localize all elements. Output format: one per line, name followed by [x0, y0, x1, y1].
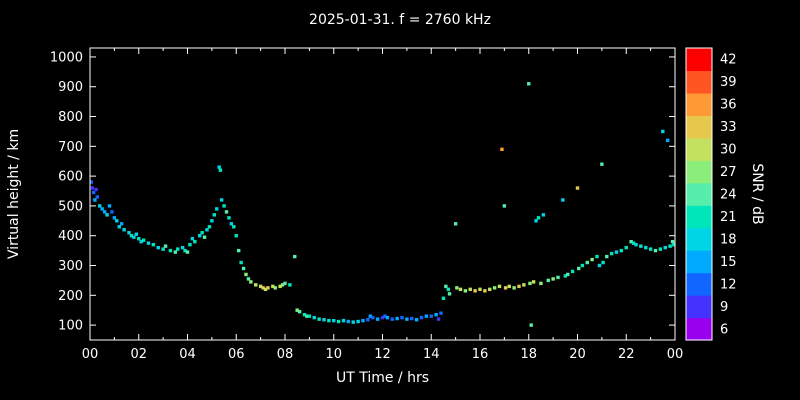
svg-text:20: 20: [569, 347, 586, 362]
svg-text:700: 700: [58, 140, 83, 155]
svg-text:600: 600: [58, 170, 83, 185]
svg-text:400: 400: [58, 229, 83, 244]
svg-text:30: 30: [720, 143, 737, 158]
svg-text:06: 06: [228, 347, 245, 362]
svg-text:900: 900: [58, 80, 83, 95]
svg-text:21: 21: [720, 210, 737, 225]
svg-text:10: 10: [325, 347, 342, 362]
chart-title: 2025-01-31. f = 2760 kHz: [309, 12, 491, 28]
svg-text:500: 500: [58, 199, 83, 214]
svg-text:08: 08: [277, 347, 294, 362]
x-axis-label: UT Time / hrs: [335, 370, 430, 386]
svg-text:12: 12: [720, 277, 737, 292]
svg-text:100: 100: [58, 319, 83, 334]
svg-text:39: 39: [720, 75, 737, 90]
svg-text:200: 200: [58, 289, 83, 304]
svg-text:42: 42: [720, 53, 737, 68]
svg-text:00: 00: [82, 347, 99, 362]
svg-text:00: 00: [667, 347, 684, 362]
svg-text:14: 14: [423, 347, 440, 362]
svg-text:9: 9: [720, 300, 728, 315]
svg-text:18: 18: [720, 232, 737, 247]
svg-text:33: 33: [720, 120, 737, 135]
svg-text:22: 22: [618, 347, 635, 362]
svg-text:27: 27: [720, 165, 737, 180]
svg-text:36: 36: [720, 98, 737, 113]
svg-text:16: 16: [472, 347, 489, 362]
svg-text:6: 6: [720, 322, 728, 337]
svg-text:1000: 1000: [50, 50, 83, 65]
svg-text:02: 02: [130, 347, 147, 362]
svg-text:24: 24: [720, 188, 737, 203]
svg-text:12: 12: [374, 347, 391, 362]
svg-text:300: 300: [58, 259, 83, 274]
svg-text:18: 18: [520, 347, 537, 362]
svg-text:04: 04: [179, 347, 196, 362]
svg-text:800: 800: [58, 110, 83, 125]
svg-text:15: 15: [720, 255, 737, 270]
